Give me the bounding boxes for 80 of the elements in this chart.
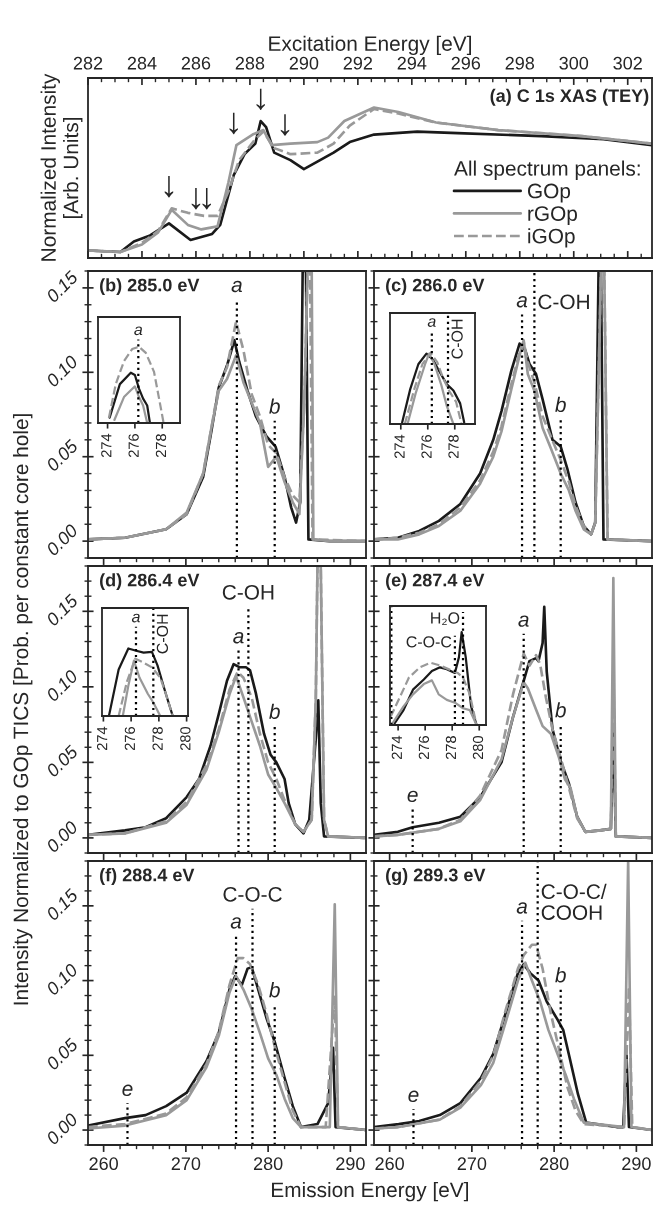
x-tick-label: 280 bbox=[180, 726, 191, 751]
annotation: a bbox=[427, 318, 436, 327]
annotation: ↓ bbox=[229, 112, 238, 135]
x-tick-label: 260 bbox=[375, 1157, 404, 1171]
annotation: ↓ bbox=[280, 114, 290, 136]
x-tick-label: 274 bbox=[96, 726, 108, 751]
x-tick-label: 302 bbox=[613, 56, 642, 70]
x-tick-label: 270 bbox=[171, 1157, 201, 1171]
ref-line-label: C-OH bbox=[156, 614, 169, 654]
ref-line-label: C-OH bbox=[538, 294, 589, 310]
annotation: b bbox=[555, 702, 566, 718]
chart-title: (f) 288.4 eV bbox=[100, 868, 195, 885]
annotation: ↓ bbox=[256, 88, 265, 111]
x-tick-label: 278 bbox=[155, 434, 167, 458]
annotation: a bbox=[516, 295, 528, 308]
annotation: ↓ bbox=[191, 188, 201, 210]
legend-label: GOp bbox=[527, 183, 571, 203]
y-axis-title: Normalized Intensity [Arb. Units] bbox=[40, 73, 83, 261]
x-tick-label: 274 bbox=[101, 433, 112, 458]
x-tick-label: 292 bbox=[343, 56, 373, 70]
annotation: b bbox=[269, 398, 280, 414]
annotation: e bbox=[408, 1090, 419, 1103]
ref-line-label: C-OH bbox=[451, 319, 463, 359]
x-tick-label: 282 bbox=[73, 56, 103, 70]
chart-title: (g) 289.3 eV bbox=[386, 868, 486, 886]
x-tick-label: 298 bbox=[505, 56, 535, 70]
chart-title: (c) 286.0 eV bbox=[386, 278, 485, 296]
x-tick-label: 280 bbox=[253, 1157, 283, 1171]
x-axis-title: Emission Energy [eV] bbox=[272, 1181, 468, 1202]
legend-label: iGOp bbox=[528, 228, 575, 248]
annotation: a bbox=[230, 917, 242, 929]
ref-line-label: C-O-C/ COOH bbox=[541, 883, 607, 920]
annotation: C-O-C bbox=[223, 886, 282, 902]
x-tick-label: 294 bbox=[397, 56, 427, 70]
annotation: b bbox=[269, 982, 280, 998]
chart-title: (b) 285.0 eV bbox=[100, 278, 200, 296]
chart-title: (e) 287.4 eV bbox=[386, 573, 485, 591]
x-tick-label: 280 bbox=[539, 1157, 569, 1171]
annotation: a bbox=[134, 326, 143, 336]
x-tick-label: 276 bbox=[418, 736, 430, 760]
y-axis-title: Intensity Normalized to GOp TICS [Prob. per constant core hole] bbox=[12, 414, 33, 1005]
ref-line-label: C-O-C bbox=[406, 636, 452, 648]
legend-title: All spectrum panels: bbox=[454, 160, 640, 180]
legend-label: rGOp bbox=[528, 206, 577, 226]
x-tick-label: 276 bbox=[124, 727, 136, 751]
annotation: b bbox=[269, 703, 280, 719]
x-tick-label: 278 bbox=[448, 435, 459, 459]
x-tick-label: 300 bbox=[559, 56, 589, 70]
x-tick-label: 290 bbox=[336, 1157, 365, 1171]
x-tick-label: 290 bbox=[622, 1157, 651, 1171]
x-tick-label: 276 bbox=[421, 435, 432, 459]
x-tick-label: 280 bbox=[472, 735, 484, 760]
annotation: e bbox=[122, 1084, 133, 1097]
x-tick-label: 278 bbox=[445, 736, 457, 760]
x-tick-label: 290 bbox=[289, 56, 319, 70]
x-axis-title: Excitation Energy [eV] bbox=[269, 35, 471, 56]
x-tick-label: 284 bbox=[127, 56, 157, 70]
annotation: a bbox=[233, 632, 244, 644]
x-tick-label: 276 bbox=[128, 434, 139, 458]
annotation: e bbox=[407, 790, 418, 803]
x-tick-label: 274 bbox=[391, 735, 402, 760]
annotation: a bbox=[231, 280, 242, 293]
x-tick-label: 260 bbox=[89, 1157, 118, 1171]
annotation: b bbox=[555, 967, 566, 983]
x-tick-label: 296 bbox=[451, 56, 481, 70]
ref-line-label: H₂O bbox=[431, 612, 460, 625]
annotation: a bbox=[518, 615, 529, 627]
annotation: b bbox=[555, 396, 566, 413]
x-tick-label: 274 bbox=[394, 434, 405, 459]
x-tick-label: 288 bbox=[235, 56, 265, 70]
x-tick-label: 286 bbox=[181, 56, 211, 70]
annotation: ↓ bbox=[164, 176, 174, 198]
annotation: C-OH bbox=[222, 584, 274, 600]
x-tick-label: 278 bbox=[152, 727, 163, 751]
chart-title: (a) C 1s XAS (TEY) bbox=[490, 88, 649, 106]
x-tick-label: 270 bbox=[457, 1157, 487, 1171]
annotation: a bbox=[516, 902, 528, 914]
annotation: a bbox=[131, 613, 140, 623]
chart-title: (d) 286.4 eV bbox=[100, 573, 200, 591]
annotation: ↓ bbox=[202, 188, 211, 210]
